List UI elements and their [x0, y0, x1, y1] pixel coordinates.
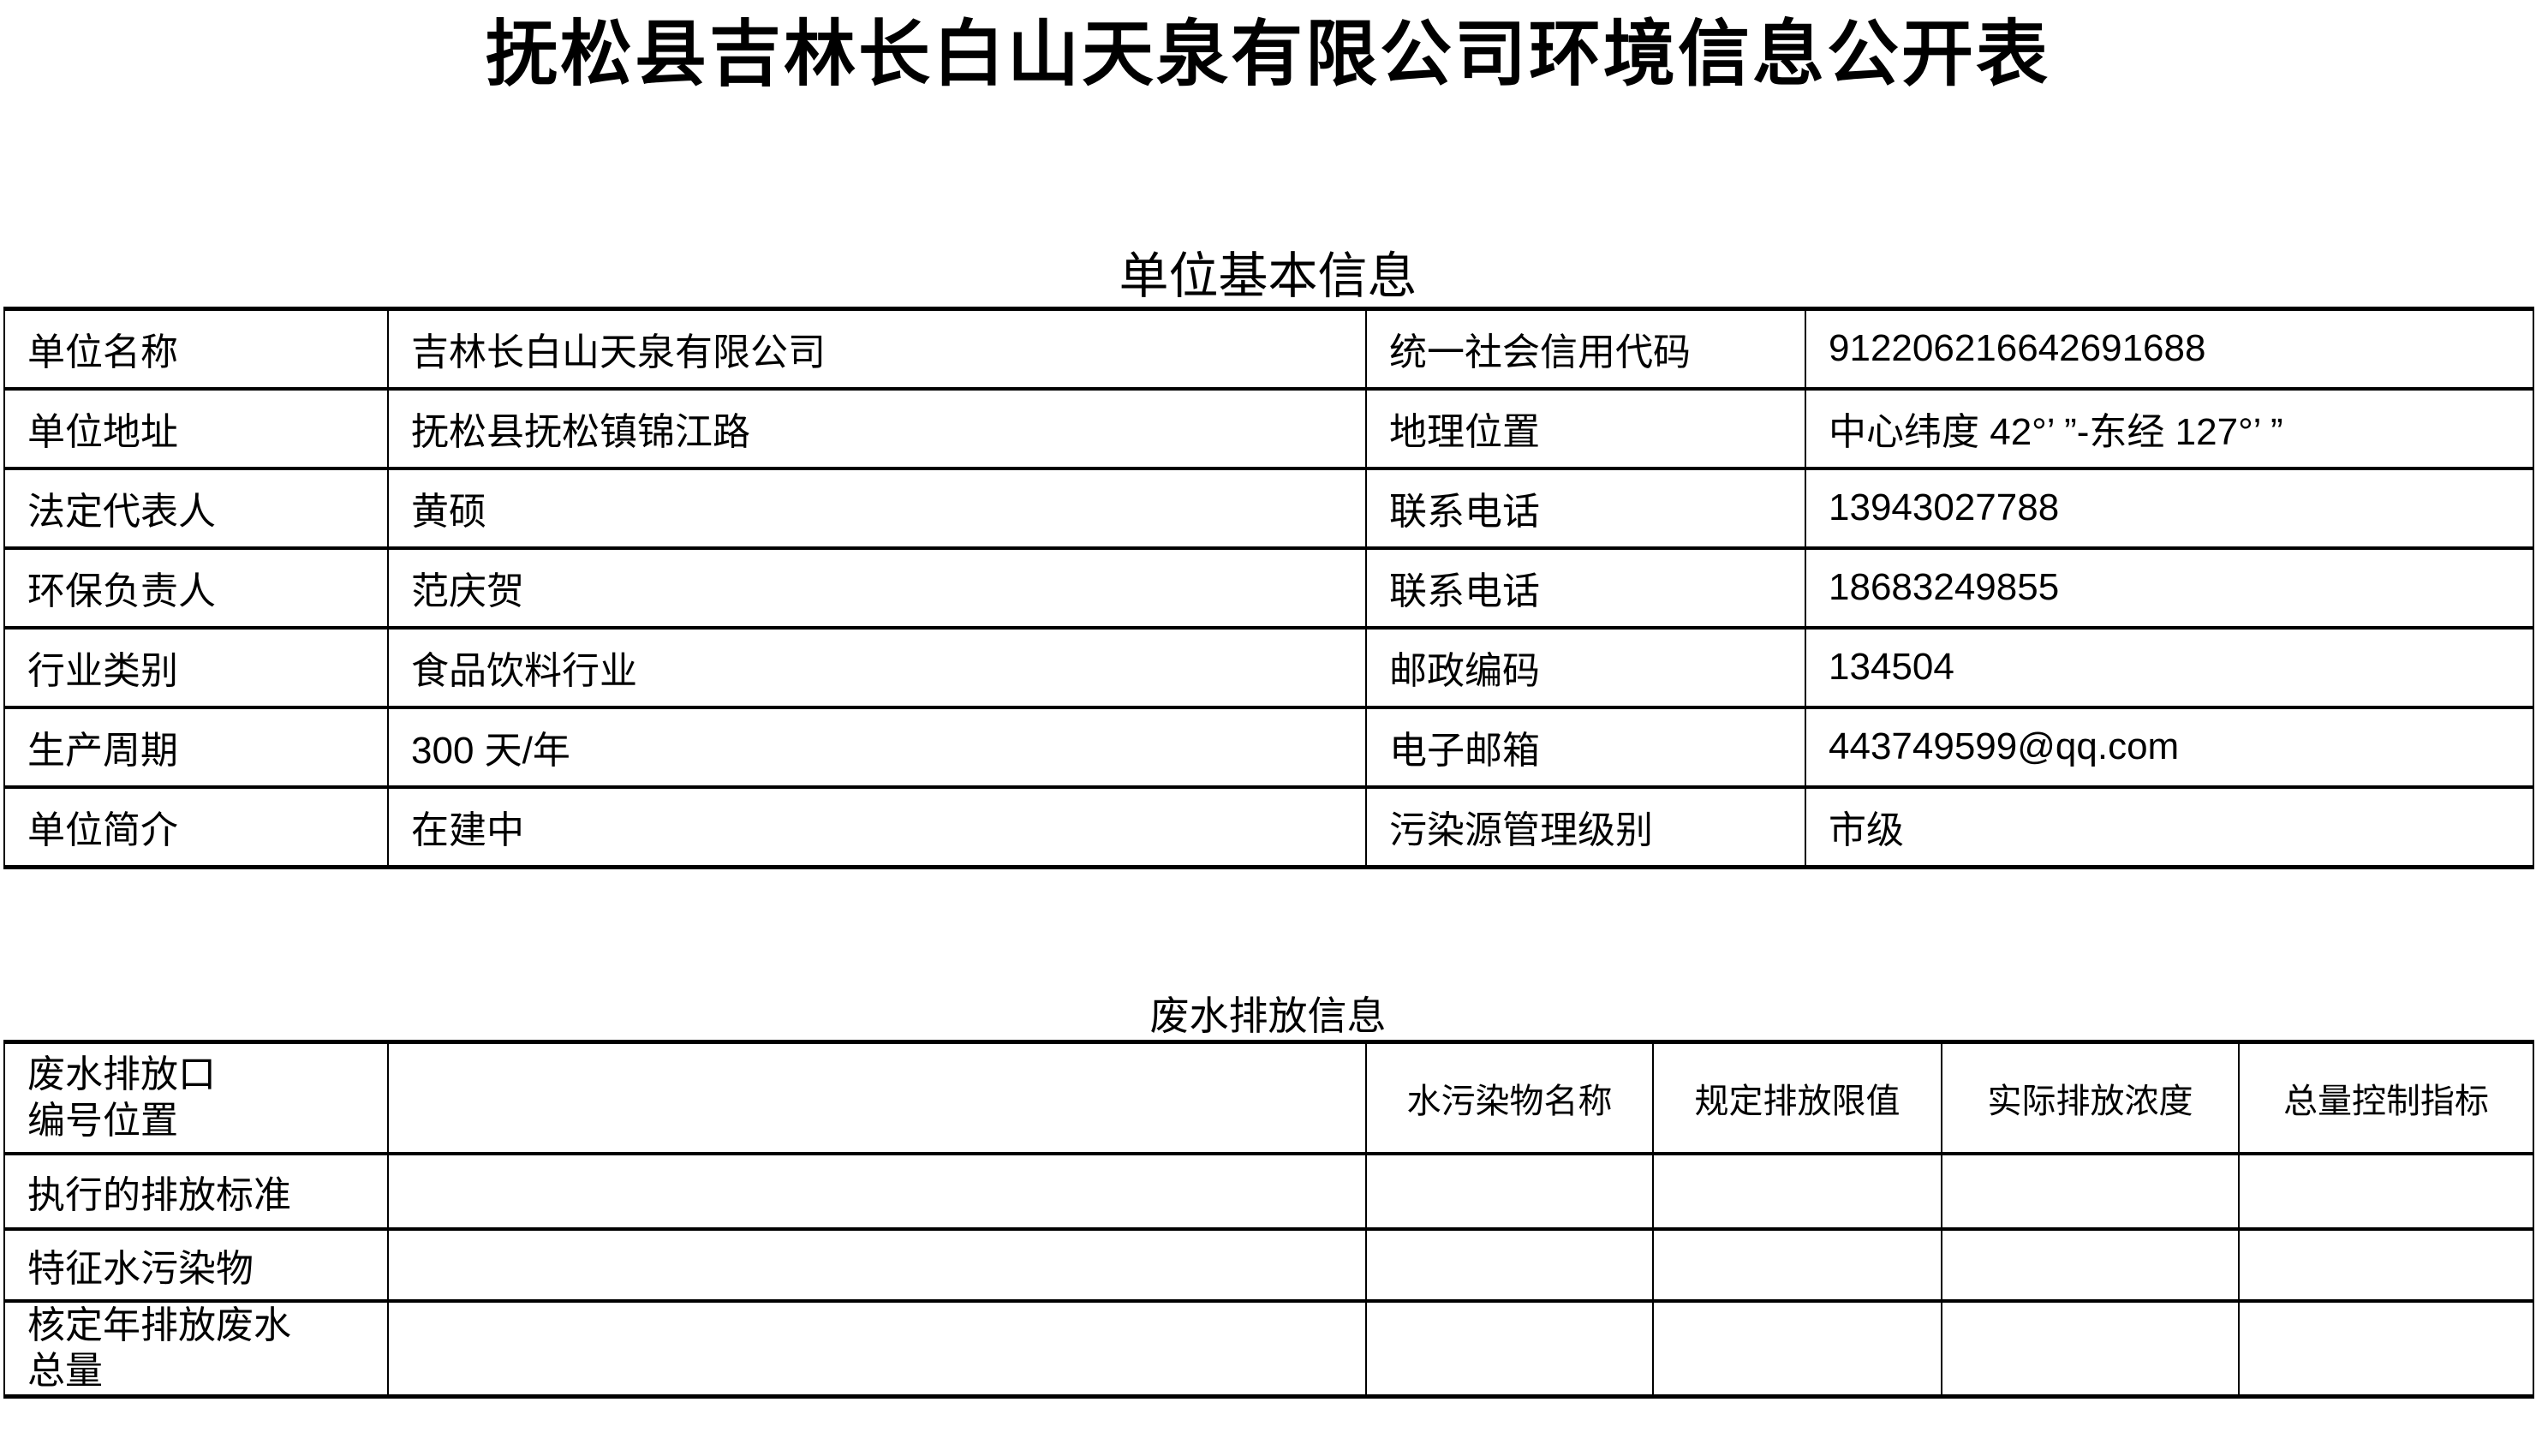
table-row: 单位简介 在建中 污染源管理级别 市级: [3, 785, 2534, 869]
value-cell: 食品饮料行业: [387, 625, 1367, 709]
basic-info-table: 单位名称 吉林长白山天泉有限公司 统一社会信用代码 91220621664269…: [3, 306, 2534, 869]
label-cell: 单位简介: [3, 785, 389, 869]
row-label-cell: 废水排放口 编号位置: [3, 1040, 389, 1155]
empty-cell: [1941, 1226, 2240, 1303]
empty-cell: [387, 1298, 1367, 1399]
label-cell: 地理位置: [1365, 386, 1806, 470]
value-cell: 黄硕: [387, 466, 1367, 550]
table-row: 单位地址 抚松县抚松镇锦江路 地理位置 中心纬度 42°’ ”-东经 127°’…: [3, 386, 2534, 470]
column-header-cell: 总量控制指标: [2238, 1040, 2534, 1155]
value-cell: 18683249855: [1805, 546, 2534, 630]
row-label-line: 核定年排放废水: [27, 1304, 291, 1346]
section-heading-wastewater: 废水排放信息: [1149, 994, 1387, 1038]
label-cell: 统一社会信用代码: [1365, 307, 1806, 391]
table-row: 法定代表人 黄硕 联系电话 13943027788: [3, 466, 2534, 550]
empty-cell: [2238, 1298, 2534, 1399]
row-label-cell: 特征水污染物: [3, 1226, 389, 1303]
section-heading-basic-info: 单位基本信息: [1119, 247, 1417, 306]
row-label-cell: 执行的排放标准: [3, 1151, 389, 1231]
value-cell: 中心纬度 42°’ ”-东经 127°’ ”: [1805, 386, 2534, 470]
row-label-line: 废水排放口: [27, 1053, 216, 1095]
page-title: 抚松县吉林长白山天泉有限公司环境信息公开表: [485, 12, 2050, 96]
value-cell: 443749599@qq.com: [1805, 705, 2534, 789]
label-cell: 行业类别: [3, 625, 389, 709]
empty-cell: [2238, 1226, 2534, 1303]
row-label-line: 总量: [27, 1350, 103, 1393]
table-row: 单位名称 吉林长白山天泉有限公司 统一社会信用代码 91220621664269…: [3, 307, 2534, 391]
empty-cell: [1941, 1298, 2240, 1399]
value-cell: 912206216642691688: [1805, 307, 2534, 391]
empty-cell: [387, 1226, 1367, 1303]
empty-cell: [1941, 1151, 2240, 1231]
empty-cell: [1365, 1226, 1654, 1303]
label-cell: 电子邮箱: [1365, 705, 1806, 789]
row-label-line: 编号位置: [27, 1099, 178, 1142]
value-cell: 134504: [1805, 625, 2534, 709]
table-header-row: 废水排放口 编号位置 水污染物名称 规定排放限值 实际排放浓度 总量控制指标: [3, 1040, 2534, 1155]
table-row: 环保负责人 范庆贺 联系电话 18683249855: [3, 546, 2534, 630]
label-cell: 邮政编码: [1365, 625, 1806, 709]
label-cell: 联系电话: [1365, 466, 1806, 550]
label-cell: 单位名称: [3, 307, 389, 391]
empty-cell: [2238, 1151, 2534, 1231]
empty-cell: [387, 1040, 1367, 1155]
table-row: 生产周期 300 天/年 电子邮箱 443749599@qq.com: [3, 705, 2534, 789]
row-label-cell: 核定年排放废水 总量: [3, 1298, 389, 1399]
value-cell: 在建中: [387, 785, 1367, 869]
column-header-cell: 规定排放限值: [1652, 1040, 1942, 1155]
label-cell: 单位地址: [3, 386, 389, 470]
value-cell: 市级: [1805, 785, 2534, 869]
empty-cell: [1652, 1151, 1942, 1231]
wastewater-table: 废水排放口 编号位置 水污染物名称 规定排放限值 实际排放浓度 总量控制指标 执…: [3, 1039, 2534, 1399]
label-cell: 生产周期: [3, 705, 389, 789]
empty-cell: [1652, 1298, 1942, 1399]
table-row: 核定年排放废水 总量: [3, 1298, 2534, 1399]
label-cell: 污染源管理级别: [1365, 785, 1806, 869]
column-header-cell: 实际排放浓度: [1941, 1040, 2240, 1155]
value-cell: 范庆贺: [387, 546, 1367, 630]
label-cell: 法定代表人: [3, 466, 389, 550]
empty-cell: [1652, 1226, 1942, 1303]
value-cell: 300 天/年: [387, 705, 1367, 789]
empty-cell: [387, 1151, 1367, 1231]
column-header-cell: 水污染物名称: [1365, 1040, 1654, 1155]
empty-cell: [1365, 1151, 1654, 1231]
label-cell: 环保负责人: [3, 546, 389, 630]
label-cell: 联系电话: [1365, 546, 1806, 630]
table-row: 执行的排放标准: [3, 1151, 2534, 1231]
empty-cell: [1365, 1298, 1654, 1399]
value-cell: 吉林长白山天泉有限公司: [387, 307, 1367, 391]
table-row: 特征水污染物: [3, 1226, 2534, 1303]
value-cell: 13943027788: [1805, 466, 2534, 550]
value-cell: 抚松县抚松镇锦江路: [387, 386, 1367, 470]
table-row: 行业类别 食品饮料行业 邮政编码 134504: [3, 625, 2534, 709]
